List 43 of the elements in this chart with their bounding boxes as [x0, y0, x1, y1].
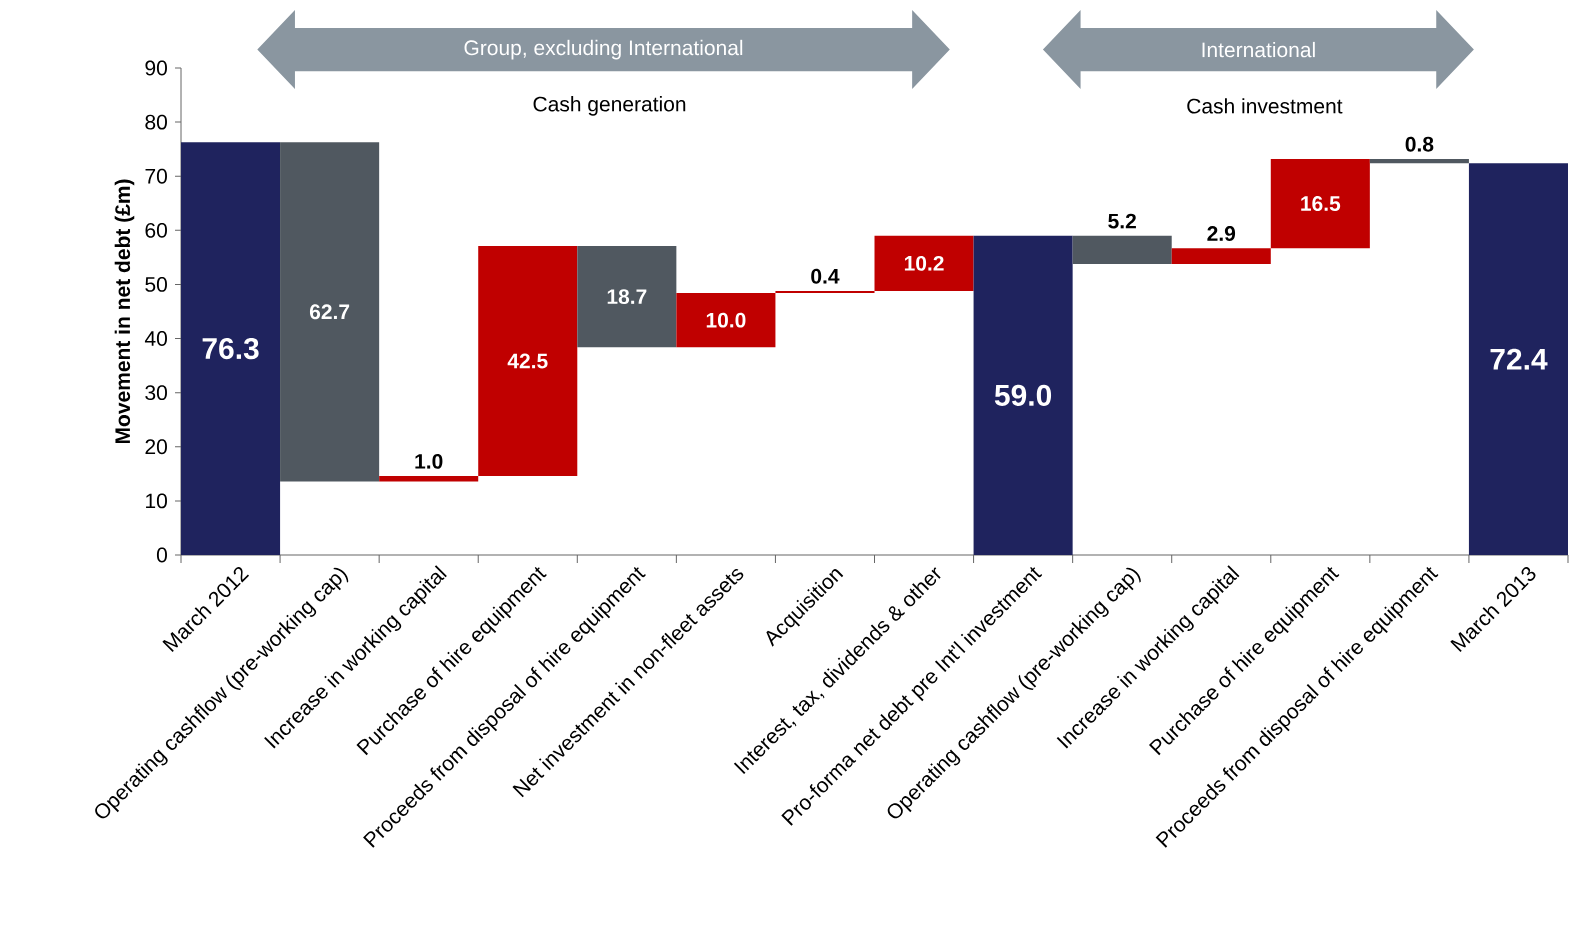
data-label: 2.9: [1207, 226, 1236, 241]
y-tick-label: 50: [145, 277, 167, 292]
text: Group, excluding International: [464, 39, 743, 60]
data-label: 5.2: [1108, 213, 1136, 229]
y-tick-label: 80: [145, 114, 167, 130]
bar: [379, 475, 479, 482]
data-label: 0.8: [1405, 136, 1434, 152]
data-label: 42.5: [507, 353, 548, 369]
data-label: 72.4: [1490, 348, 1548, 370]
bar: [1468, 163, 1568, 555]
y-tick-label: 40: [144, 331, 167, 346]
annotation: Cash generation: [533, 96, 686, 116]
data-label: 1.0: [415, 453, 443, 469]
data-label: 18.7: [607, 289, 647, 305]
bar: [1072, 235, 1172, 264]
annotation: Cash investment: [1187, 98, 1343, 114]
bar: [676, 293, 776, 348]
bar: [874, 235, 974, 291]
y-tick-label: 20: [145, 439, 167, 455]
bar: [1369, 158, 1469, 164]
y-axis-title: Movement in net debt (£m): [114, 179, 135, 444]
y-tick-label: 90: [145, 60, 167, 76]
data-label: 16.5: [1301, 196, 1341, 211]
bar: [181, 142, 281, 555]
data-label: 10.0: [706, 312, 746, 328]
bar: [577, 246, 677, 348]
bar: [280, 142, 380, 482]
bar: [478, 246, 578, 476]
data-label: 0.4: [811, 268, 840, 284]
bar: [775, 290, 875, 294]
y-tick-label: 60: [145, 222, 167, 238]
bar: [1171, 248, 1271, 264]
y-tick-label: 0: [156, 547, 167, 563]
data-label: 59.0: [994, 384, 1052, 406]
y-tick-label: 30: [145, 385, 167, 401]
y-tick-label: 70: [145, 168, 167, 184]
data-label: 10.2: [904, 255, 944, 271]
y-tick-label: 10: [146, 493, 167, 509]
data-label: 62.7: [309, 304, 350, 320]
text: International: [1202, 41, 1315, 58]
bar: [1270, 158, 1370, 249]
data-label: 76.3: [202, 337, 259, 360]
bar: [973, 235, 1073, 555]
